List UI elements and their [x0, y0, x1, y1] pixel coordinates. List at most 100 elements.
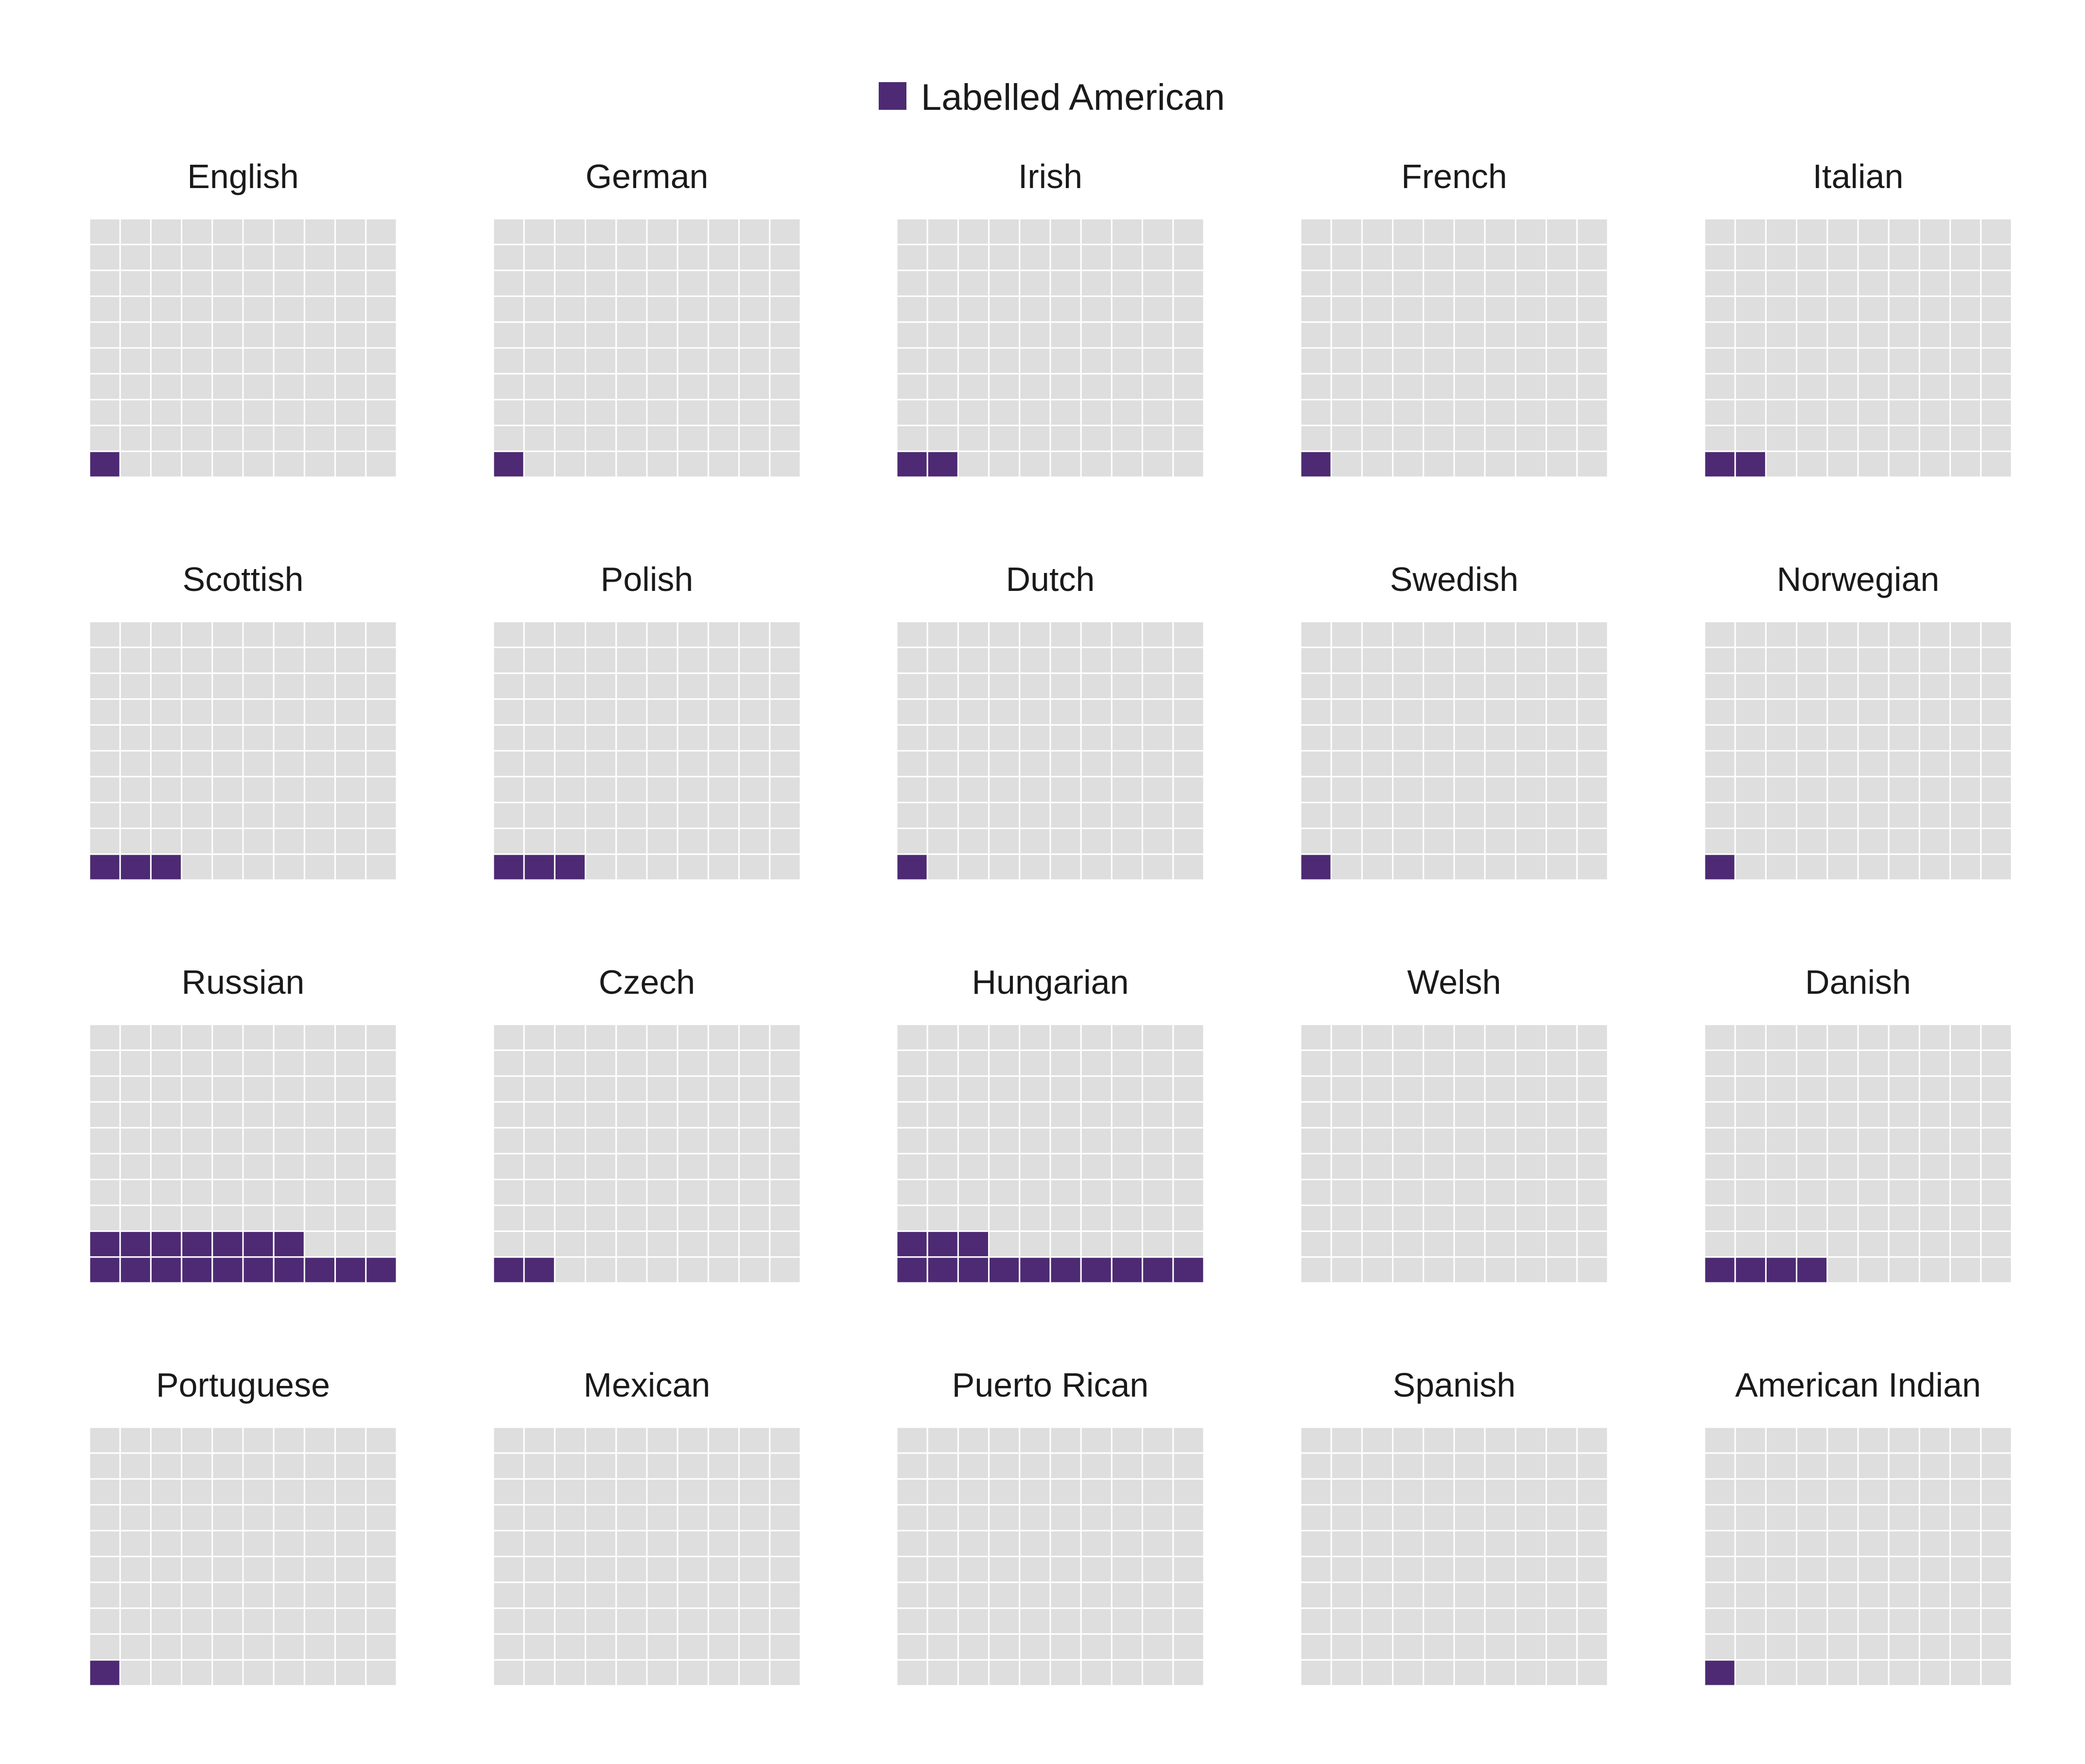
waffle-cell-empty [1300, 425, 1332, 452]
waffle-cell-empty [1980, 295, 2013, 323]
waffle-cell-empty [1423, 698, 1455, 726]
waffle-cell-empty [1546, 450, 1578, 478]
waffle-cell-empty [1111, 1230, 1144, 1258]
waffle-cell-empty [1826, 425, 1859, 452]
waffle-cell-empty [492, 1633, 525, 1661]
waffle-cell-empty [585, 1504, 617, 1532]
waffle-cell-empty [1142, 425, 1174, 452]
waffle-cell-empty [957, 1452, 990, 1480]
waffle-cell-empty [1392, 698, 1425, 726]
waffle-cell-empty [1484, 1556, 1516, 1583]
waffle-cell-empty [1857, 801, 1890, 830]
waffle-cell-empty [957, 1556, 990, 1583]
waffle-cell-empty [492, 1023, 525, 1051]
waffle-cell-empty [1049, 1075, 1082, 1103]
waffle-cell-empty [957, 828, 990, 855]
waffle-cell-empty [1980, 1101, 2013, 1129]
waffle-cell-empty [585, 1659, 617, 1687]
waffle-cell-empty [1361, 1075, 1394, 1103]
waffle-cell-empty [523, 218, 556, 245]
waffle-cell-empty [707, 321, 740, 349]
waffle-cell-empty [211, 1607, 244, 1635]
waffle-cell-filled [303, 1256, 336, 1284]
waffle-cell-empty [896, 646, 928, 674]
waffle-cell-empty [1857, 1607, 1890, 1635]
waffle-cell-empty [1423, 1153, 1455, 1180]
panel-hungarian: Hungarian [896, 963, 1205, 1284]
waffle-cell-empty [1826, 218, 1859, 245]
waffle-cell-empty [1980, 1556, 2013, 1583]
waffle-cell-empty [1142, 1452, 1174, 1480]
waffle-cell-empty [677, 295, 709, 323]
waffle-cell-empty [1330, 1504, 1363, 1532]
waffle-cell-empty [1765, 243, 1798, 271]
waffle-cell-empty [1546, 1153, 1578, 1180]
waffle-cell-empty [1111, 801, 1144, 830]
waffle-cell-empty [707, 801, 740, 830]
waffle-cell-empty [1949, 1127, 1982, 1155]
waffle-cell-empty [523, 1633, 556, 1661]
waffle-cell-empty [1080, 828, 1112, 855]
waffle-cell-empty [1484, 621, 1516, 648]
waffle-cell-empty [523, 776, 556, 803]
waffle-cell-empty [957, 269, 990, 297]
waffle-cell-empty [1765, 1452, 1798, 1480]
panel-dutch: Dutch [896, 560, 1205, 881]
waffle-cell-empty [1734, 398, 1767, 427]
waffle-cell-empty [334, 347, 367, 375]
waffle-cell-empty [88, 1556, 121, 1583]
waffle-cell-empty [1080, 776, 1112, 803]
waffle-cell-empty [334, 1023, 367, 1051]
waffle-cell-empty [615, 1452, 648, 1480]
waffle-cell-empty [303, 218, 336, 245]
waffle-cell-empty [1576, 1581, 1609, 1609]
waffle-cell-empty [677, 801, 709, 830]
waffle-cell-empty [365, 347, 398, 375]
waffle-cell-empty [1826, 1478, 1859, 1506]
waffle-cell-empty [554, 295, 587, 323]
waffle-cell-empty [1019, 218, 1051, 245]
waffle-cell-empty [1392, 218, 1425, 245]
waffle-cell-empty [492, 621, 525, 648]
waffle-cell-empty [273, 1633, 305, 1661]
waffle-cell-empty [1392, 1504, 1425, 1532]
waffle-cell-empty [646, 698, 678, 726]
waffle-cell-empty [1142, 347, 1174, 375]
waffle-cell-empty [365, 1478, 398, 1506]
waffle-cell-empty [1826, 1204, 1859, 1232]
waffle-cell-empty [554, 1127, 587, 1155]
waffle-cell-empty [303, 1478, 336, 1506]
waffle-cell-empty [1888, 373, 1920, 400]
waffle-cell-empty [1019, 776, 1051, 803]
waffle-cell-empty [1172, 1075, 1205, 1103]
waffle-cell-empty [1918, 1127, 1951, 1155]
waffle-cell-empty [1453, 347, 1486, 375]
waffle-cell-empty [988, 218, 1021, 245]
waffle-cell-empty [334, 398, 367, 427]
waffle-cell-empty [1796, 672, 1828, 700]
waffle-cell-empty [585, 1581, 617, 1609]
waffle-cell-empty [707, 1256, 740, 1284]
waffle-cell-empty [1888, 698, 1920, 726]
waffle-cell-empty [1172, 450, 1205, 478]
waffle-cell-empty [523, 321, 556, 349]
waffle-cell-empty [1361, 1581, 1394, 1609]
waffle-cell-empty [738, 1204, 771, 1232]
waffle-cell-empty [1980, 646, 2013, 674]
waffle-cell-empty [1857, 1633, 1890, 1661]
waffle-cell-empty [303, 1607, 336, 1635]
waffle-cell-empty [88, 828, 121, 855]
waffle-cell-empty [523, 1049, 556, 1077]
waffle-cell-empty [1080, 1633, 1112, 1661]
waffle-cell-empty [1049, 1530, 1082, 1557]
waffle-cell-filled [1765, 1256, 1798, 1284]
waffle-cell-empty [1330, 347, 1363, 375]
waffle-cell-empty [1423, 1127, 1455, 1155]
waffle-cell-empty [1049, 1178, 1082, 1206]
waffle-cell-empty [523, 1153, 556, 1180]
waffle-cell-empty [88, 724, 121, 752]
waffle-cell-empty [896, 1504, 928, 1532]
waffle-cell-empty [1300, 1556, 1332, 1583]
waffle-cell-empty [1453, 1178, 1486, 1206]
waffle-cell-empty [1330, 425, 1363, 452]
